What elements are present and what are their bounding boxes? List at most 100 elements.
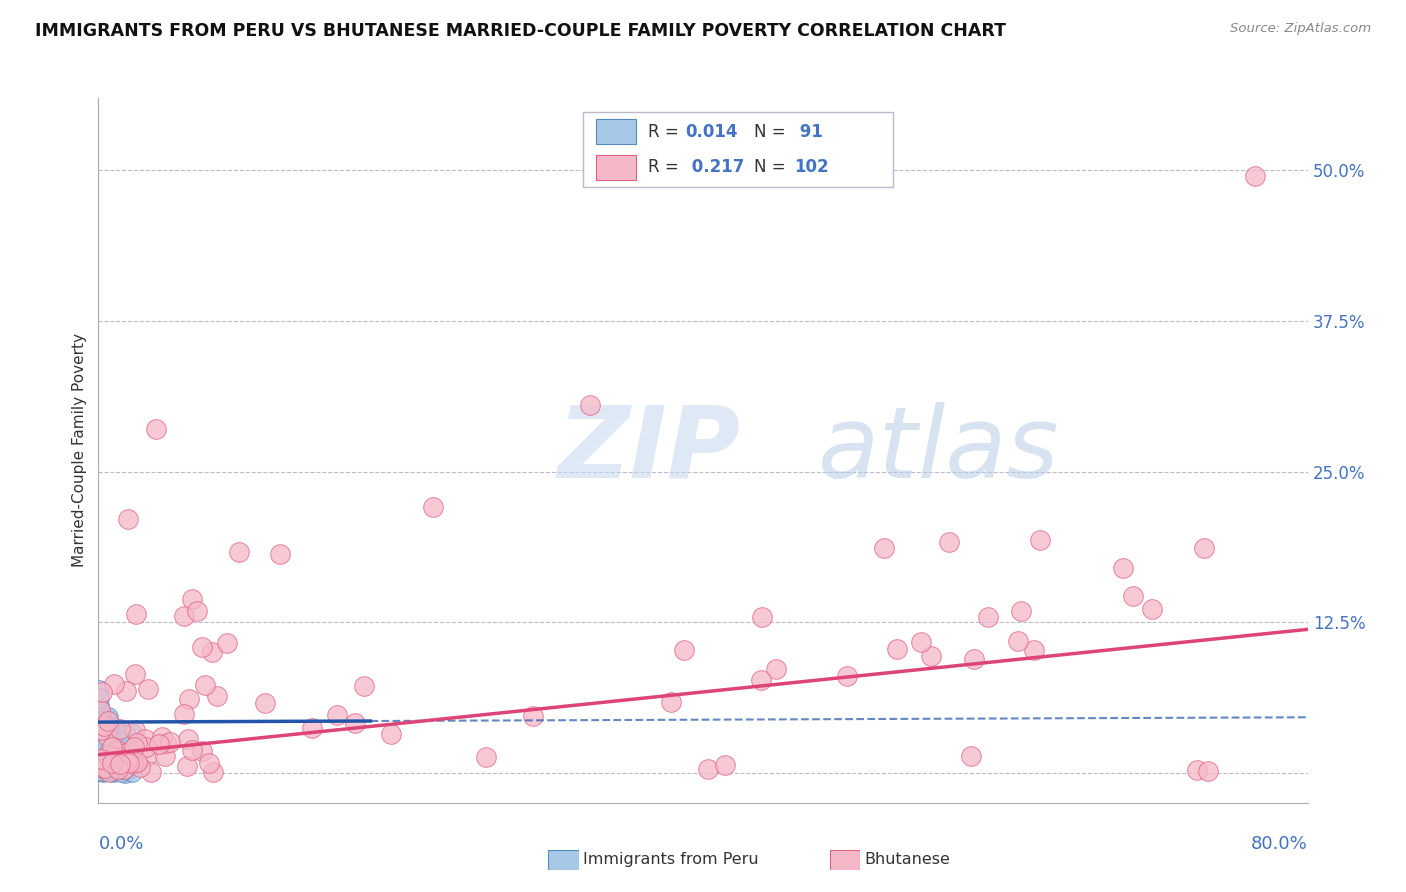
Point bbox=[91, 741, 114, 756]
Point bbox=[101, 739, 124, 754]
Point bbox=[89, 757, 111, 772]
Point bbox=[93, 717, 115, 731]
Point bbox=[97, 747, 120, 762]
Point bbox=[1007, 634, 1029, 648]
Point bbox=[228, 545, 250, 559]
Point bbox=[269, 547, 291, 561]
Bar bbox=[596, 119, 636, 145]
Point bbox=[97, 710, 120, 724]
Text: 80.0%: 80.0% bbox=[1251, 835, 1308, 853]
Point bbox=[117, 751, 139, 765]
Point bbox=[129, 759, 152, 773]
Point bbox=[217, 636, 239, 650]
Point bbox=[111, 756, 134, 771]
Point bbox=[97, 714, 120, 729]
Point bbox=[672, 643, 695, 657]
Point bbox=[89, 683, 111, 698]
Point bbox=[343, 716, 366, 731]
Point bbox=[100, 762, 122, 776]
Point bbox=[98, 720, 121, 734]
Point bbox=[91, 756, 114, 770]
Point bbox=[91, 751, 114, 765]
Text: Immigrants from Peru: Immigrants from Peru bbox=[583, 853, 759, 867]
Point bbox=[89, 745, 111, 759]
Point bbox=[1192, 541, 1215, 556]
Point bbox=[714, 758, 737, 772]
Point bbox=[159, 735, 181, 749]
Text: N =: N = bbox=[754, 123, 790, 141]
Point bbox=[1029, 533, 1052, 547]
Point bbox=[97, 752, 120, 766]
Point bbox=[98, 762, 121, 776]
Text: R =: R = bbox=[648, 158, 685, 176]
Point bbox=[136, 682, 159, 697]
Point bbox=[135, 739, 157, 754]
Point bbox=[90, 721, 112, 735]
Point bbox=[91, 740, 114, 755]
Point bbox=[122, 727, 145, 741]
Text: N =: N = bbox=[754, 158, 790, 176]
Point bbox=[90, 753, 112, 767]
Point bbox=[90, 723, 112, 737]
Point bbox=[139, 765, 162, 780]
Point bbox=[1122, 589, 1144, 603]
Point bbox=[94, 744, 117, 758]
Text: Source: ZipAtlas.com: Source: ZipAtlas.com bbox=[1230, 22, 1371, 36]
Point bbox=[765, 662, 787, 676]
Point bbox=[938, 535, 960, 549]
Point bbox=[121, 764, 143, 779]
Point bbox=[475, 750, 498, 764]
Point bbox=[110, 722, 132, 736]
Point bbox=[100, 756, 122, 770]
Point bbox=[93, 757, 115, 772]
Point bbox=[89, 706, 111, 721]
Point bbox=[751, 609, 773, 624]
Point bbox=[122, 739, 145, 754]
Point bbox=[101, 764, 124, 779]
Text: 0.014: 0.014 bbox=[686, 123, 738, 141]
Point bbox=[115, 728, 138, 742]
Point bbox=[134, 731, 156, 746]
Point bbox=[125, 607, 148, 621]
Point bbox=[105, 743, 128, 757]
Point bbox=[201, 764, 224, 779]
Point bbox=[180, 592, 202, 607]
Point bbox=[107, 750, 129, 764]
Point bbox=[124, 723, 146, 737]
Point bbox=[115, 756, 138, 771]
Point bbox=[186, 604, 208, 618]
Point bbox=[118, 758, 141, 772]
Point bbox=[94, 726, 117, 740]
Point bbox=[180, 742, 202, 756]
Point bbox=[114, 684, 136, 698]
Point bbox=[101, 736, 124, 750]
Point bbox=[98, 765, 121, 780]
Point bbox=[101, 733, 124, 747]
Point bbox=[118, 755, 141, 769]
Point bbox=[91, 752, 114, 766]
Point bbox=[107, 762, 129, 776]
Point bbox=[93, 763, 115, 777]
Point bbox=[90, 749, 112, 764]
Point bbox=[959, 749, 981, 764]
Point bbox=[920, 648, 942, 663]
Point bbox=[194, 678, 217, 692]
Point bbox=[1112, 561, 1135, 575]
Point bbox=[107, 762, 129, 776]
Point bbox=[89, 732, 111, 747]
Point bbox=[94, 761, 117, 775]
Point bbox=[122, 740, 145, 755]
Point bbox=[90, 756, 112, 771]
Point bbox=[90, 751, 112, 765]
Point bbox=[101, 758, 124, 772]
Point bbox=[326, 708, 349, 723]
Point bbox=[962, 652, 984, 666]
Point bbox=[93, 732, 115, 747]
Point bbox=[1185, 763, 1208, 777]
Point bbox=[91, 751, 114, 765]
Point bbox=[105, 749, 128, 764]
Point bbox=[107, 752, 129, 766]
Point bbox=[96, 761, 118, 775]
Point bbox=[96, 740, 118, 755]
Y-axis label: Married-Couple Family Poverty: Married-Couple Family Poverty bbox=[72, 334, 87, 567]
